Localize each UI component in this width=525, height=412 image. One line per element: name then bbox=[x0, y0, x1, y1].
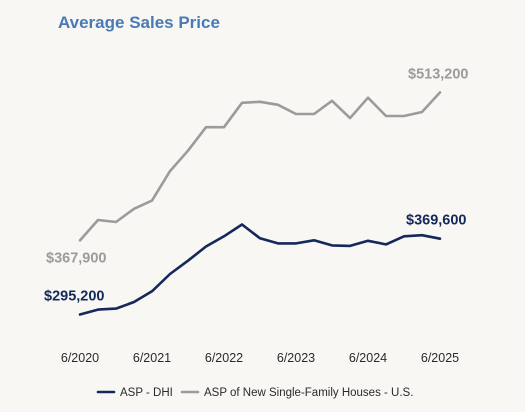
legend: ASP - DHI ASP of New Single-Family Houses… bbox=[96, 387, 413, 399]
x-tick-label: 6/2024 bbox=[349, 351, 387, 365]
x-tick-label: 6/2025 bbox=[421, 351, 459, 365]
series-line-asp-dhi bbox=[78, 223, 442, 316]
start-label-asp-us: $367,900 bbox=[46, 250, 106, 266]
x-tick-label: 6/2020 bbox=[61, 351, 99, 365]
legend-label-asp-us: ASP of New Single-Family Houses - U.S. bbox=[204, 387, 413, 399]
x-axis: 6/2020 6/2021 6/2022 6/2023 6/2024 6/2025 bbox=[61, 351, 459, 365]
label-layer: $513,200 $367,900 $369,600 $295,200 bbox=[44, 66, 468, 304]
x-tick-label: 6/2021 bbox=[133, 351, 171, 365]
x-tick-label: 6/2023 bbox=[277, 351, 315, 365]
end-label-asp-dhi: $369,600 bbox=[406, 213, 466, 229]
series-layer bbox=[78, 91, 442, 316]
start-label-asp-dhi: $295,200 bbox=[44, 289, 104, 305]
end-label-asp-us: $513,200 bbox=[408, 66, 468, 82]
legend-label-asp-dhi: ASP - DHI bbox=[120, 387, 173, 399]
chart-title: Average Sales Price bbox=[58, 13, 220, 32]
x-tick-label: 6/2022 bbox=[205, 351, 243, 365]
series-line-asp-us bbox=[78, 91, 442, 242]
